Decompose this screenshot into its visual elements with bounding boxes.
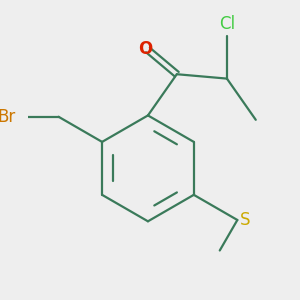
Text: S: S: [240, 211, 250, 229]
Text: O: O: [139, 40, 153, 58]
Text: Br: Br: [0, 108, 16, 126]
Text: Cl: Cl: [219, 15, 235, 33]
